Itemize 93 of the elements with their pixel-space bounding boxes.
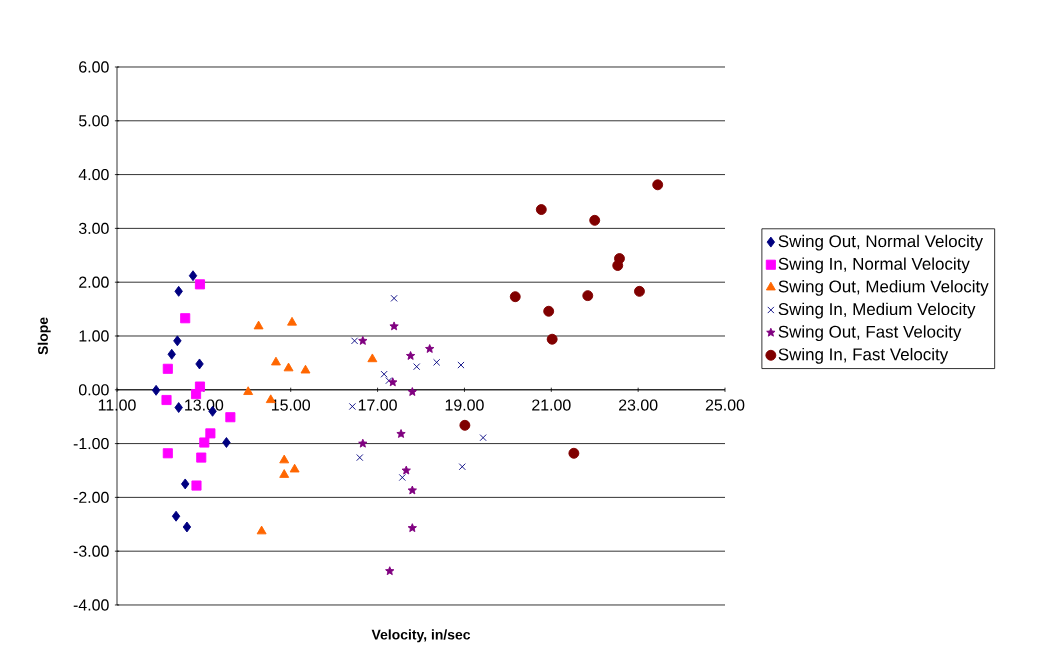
point — [390, 294, 398, 302]
point — [589, 214, 601, 226]
point — [205, 428, 216, 439]
legend-label: Swing In, Normal Velocity — [778, 257, 970, 274]
x-tick-label: 11.00 — [98, 399, 136, 411]
point — [546, 333, 558, 345]
x-tick-label: 17.00 — [358, 399, 397, 411]
point — [356, 454, 364, 462]
x-tick-label: 21.00 — [532, 399, 571, 411]
point — [167, 348, 176, 360]
point — [162, 363, 173, 374]
point — [271, 356, 281, 366]
point — [222, 437, 231, 448]
point — [535, 204, 547, 215]
point — [405, 351, 416, 360]
y-tick-label: 5.00 — [78, 115, 109, 127]
x-tick-label: 19.00 — [445, 399, 484, 411]
point — [180, 313, 191, 324]
point — [396, 429, 406, 438]
point — [413, 363, 421, 371]
x-tick-label: 13.00 — [185, 399, 224, 411]
point — [367, 353, 378, 363]
point — [509, 291, 521, 303]
point — [433, 358, 441, 366]
x-tick-label: 15.00 — [272, 399, 311, 411]
point — [174, 402, 183, 413]
y-axis-title: Slope — [37, 317, 51, 355]
legend-label: Swing Out, Fast Velocity — [778, 325, 962, 342]
point — [358, 336, 368, 345]
point — [243, 386, 254, 395]
point — [162, 448, 173, 459]
legend-label: Swing In, Fast Velocity — [778, 347, 949, 364]
point — [279, 454, 290, 464]
y-tick-label: 6.00 — [79, 61, 109, 73]
point — [194, 279, 205, 290]
x-axis-title: Velocity, in/sec — [371, 629, 471, 643]
point — [191, 480, 202, 491]
point — [151, 384, 161, 396]
point — [582, 290, 594, 302]
point — [358, 438, 368, 448]
point — [199, 437, 210, 448]
point — [612, 260, 624, 271]
point — [380, 370, 388, 378]
y-tick-label: 4.00 — [78, 168, 109, 181]
point — [425, 344, 435, 353]
point — [479, 434, 487, 442]
point — [196, 452, 207, 463]
point — [568, 447, 580, 459]
point — [634, 285, 645, 297]
y-tick-label: -1.00 — [73, 437, 109, 450]
point — [543, 305, 555, 317]
point — [407, 485, 417, 495]
y-tick-label: -2.00 — [73, 491, 109, 504]
point — [188, 270, 198, 282]
x-tick-label: 23.00 — [619, 399, 658, 411]
point — [181, 478, 190, 490]
y-tick-label: -4.00 — [73, 599, 109, 611]
legend-label: Swing Out, Normal Velocity — [778, 234, 983, 251]
point — [182, 521, 192, 533]
point — [173, 335, 182, 347]
point — [253, 320, 264, 330]
point — [401, 465, 411, 475]
legend-label: Swing Out, Medium Velocity — [778, 280, 989, 296]
point — [458, 463, 466, 471]
point — [348, 402, 356, 411]
y-tick-label: 1.00 — [79, 330, 109, 342]
point — [256, 525, 267, 535]
y-tick-label: -3.00 — [73, 545, 109, 557]
point — [191, 389, 202, 400]
point — [389, 321, 399, 331]
point — [225, 412, 236, 423]
y-tick-label: 0.00 — [78, 384, 109, 396]
point — [283, 362, 294, 372]
y-tick-label: 2.00 — [79, 276, 109, 288]
point — [459, 419, 471, 431]
point — [388, 377, 398, 387]
point — [652, 179, 664, 191]
legend-label: Swing In, Medium Velocity — [778, 302, 976, 319]
point — [174, 285, 183, 297]
y-tick-label: 3.00 — [78, 222, 109, 235]
point — [351, 337, 359, 345]
x-tick-label: 25.00 — [705, 399, 745, 411]
point — [398, 473, 406, 482]
point — [385, 566, 395, 576]
point — [195, 358, 204, 370]
point — [171, 510, 181, 522]
point — [407, 387, 417, 396]
point — [287, 316, 297, 326]
point — [407, 523, 417, 533]
point — [300, 364, 311, 374]
point — [289, 463, 300, 473]
point — [279, 469, 290, 478]
point — [161, 394, 172, 406]
